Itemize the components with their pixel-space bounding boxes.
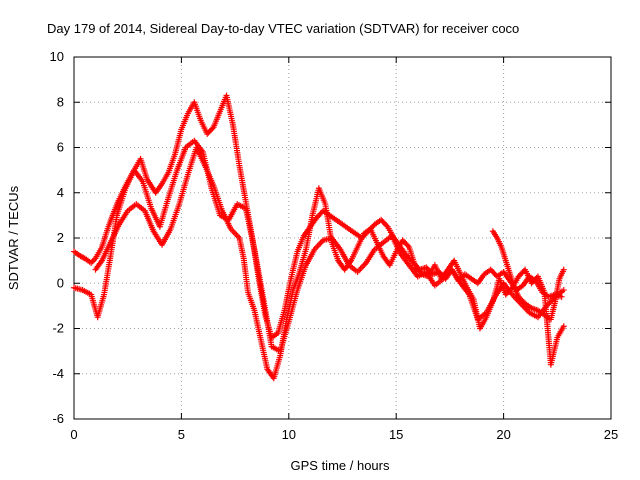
- data-point: [560, 287, 567, 294]
- data-point: [404, 242, 411, 249]
- x-tick-label: 10: [282, 427, 296, 442]
- y-axis-label: SDTVAR / TECUs: [6, 185, 21, 290]
- axis-ticks: [73, 56, 612, 420]
- y-tick-label: -6: [52, 411, 64, 426]
- y-tick-label: -4: [52, 366, 64, 381]
- data-points: [71, 92, 567, 382]
- y-tick-label: 4: [57, 185, 64, 200]
- x-tick-labels: 0 5 10 15 20 25: [70, 427, 618, 442]
- x-axis-label: GPS time / hours: [291, 458, 390, 473]
- data-point: [209, 125, 216, 132]
- x-tick-label: 25: [604, 427, 618, 442]
- data-point: [560, 266, 567, 273]
- x-tick-label: 0: [70, 427, 77, 442]
- series-track-c: [92, 144, 567, 382]
- y-tick-label: 8: [57, 94, 64, 109]
- y-tick-label: -2: [52, 321, 64, 336]
- y-tick-label: 2: [57, 230, 64, 245]
- y-tick-label: 0: [57, 275, 64, 290]
- chart-title: Day 179 of 2014, Sidereal Day-to-day VTE…: [47, 21, 519, 36]
- series-track-d: [489, 228, 567, 323]
- y-tick-labels: -6 -4 -2 0 2 4 6 8 10: [50, 49, 64, 426]
- data-point: [558, 293, 565, 300]
- y-tick-label: 6: [57, 140, 64, 155]
- series-track-b: [71, 137, 567, 355]
- grid: [74, 57, 611, 419]
- x-tick-label: 20: [496, 427, 510, 442]
- y-tick-label: 10: [50, 49, 64, 64]
- x-tick-label: 15: [389, 427, 403, 442]
- x-tick-label: 5: [178, 427, 185, 442]
- data-point: [383, 222, 390, 229]
- data-point: [560, 323, 567, 330]
